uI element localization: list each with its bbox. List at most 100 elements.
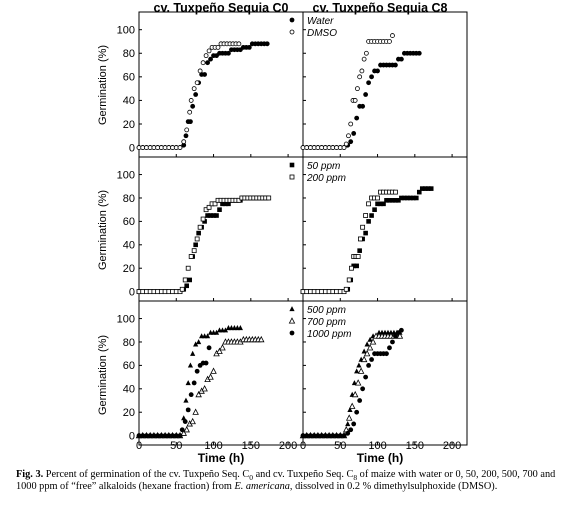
data-point [187,362,194,368]
data-point [357,236,363,242]
legend-marker [289,174,295,180]
caption-text-1: Percent of germination of the cv. Tuxpeñ… [43,469,250,480]
y-tick-label: 40 [123,384,135,396]
data-point [204,333,211,339]
data-point [354,409,360,415]
x-tick-label: 50 [334,440,346,452]
data-point [181,142,187,148]
data-point [393,62,398,68]
legend-label: 50 ppm [307,161,340,172]
data-point [185,380,191,386]
data-point [190,350,196,356]
y-tick-label: 40 [123,95,135,107]
data-point [187,109,193,115]
data-point [369,74,374,80]
data-point [177,433,183,439]
data-point [425,186,431,191]
column-title-c8: cv. Tuxpeño Sequia C8 [313,1,448,15]
data-point [226,50,231,56]
data-point [237,325,243,331]
data-point [184,283,190,289]
legend-label: 700 ppm [307,317,346,328]
data-point [387,39,392,44]
data-point [361,348,367,354]
data-point [363,92,369,97]
data-point [188,254,194,259]
data-point [151,433,157,439]
legend-label: Water [307,16,334,27]
data-point [202,72,208,77]
data-point [345,414,353,421]
data-point [422,186,428,191]
germination-figure: cv. Tuxpeño Sequia C0 cv. Tuxpeño Sequia… [97,1,468,465]
data-point [348,427,354,433]
data-point [266,195,272,201]
data-point [402,195,407,201]
data-point [158,433,164,439]
figure-caption: Fig. 3. Percent of germination of the cv… [16,469,572,493]
data-point [390,339,395,345]
data-point [304,433,310,439]
data-point [226,201,231,207]
data-point [337,433,343,439]
data-point [207,373,214,380]
marks-layer [135,33,434,439]
caption-sub-2: 8 [353,473,358,483]
x-tick-label: 150 [242,440,260,452]
data-point [188,119,193,125]
data-point [166,433,172,439]
data-point [210,367,217,374]
data-point [236,41,242,47]
data-point [355,86,360,92]
data-point [354,368,360,374]
data-point [347,406,353,413]
data-point [393,333,398,339]
caption-sub-1: 0 [249,473,254,483]
y-tick-label: 100 [117,169,135,181]
data-point [185,265,191,271]
data-point [416,189,422,195]
data-point [341,145,347,150]
data-point [223,201,228,207]
x-tick-label: 50 [170,440,182,452]
data-point [387,198,392,203]
data-point [181,415,187,421]
data-point [170,433,175,439]
y-axis-label-row2: Germination (%) [97,190,109,270]
data-point [348,402,356,409]
data-point [378,201,383,207]
data-point [188,392,194,398]
x-tick-label: 0 [300,440,306,452]
data-point [214,213,219,218]
data-point [399,327,404,333]
data-point [387,345,392,351]
data-point [155,433,161,439]
data-point [341,433,347,439]
data-point [364,341,370,347]
data-point [405,195,410,201]
data-point [140,433,146,439]
y-tick-label: 80 [123,193,135,205]
data-point [352,98,358,103]
data-point [206,204,212,210]
data-point [363,374,369,380]
data-point [334,433,339,439]
data-point [300,433,306,439]
data-point [189,417,196,425]
data-point [366,201,372,207]
data-point [188,98,194,103]
y-tick-label: 60 [123,72,135,84]
data-point [187,277,192,283]
legend-label: 1000 ppm [307,329,351,340]
data-point [191,86,197,92]
data-point [396,198,401,203]
data-point [375,195,380,201]
data-point [196,339,202,345]
y-tick-label: 80 [123,337,135,349]
data-point [197,68,203,74]
data-point [330,433,336,439]
data-point [195,390,202,398]
data-point [147,433,153,439]
data-point [201,385,208,392]
